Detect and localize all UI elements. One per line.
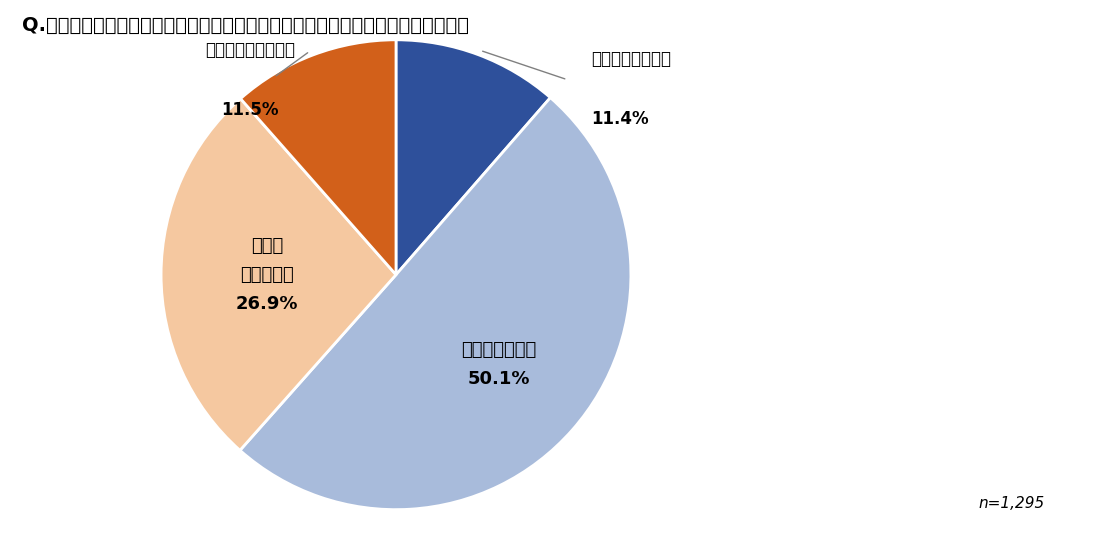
Text: あまり
関心がない
26.9%: あまり 関心がない 26.9% [235,237,298,313]
Wedge shape [161,98,396,450]
Text: やや関心がある
50.1%: やや関心がある 50.1% [461,341,536,388]
Text: まったく関心がない: まったく関心がない [206,41,296,59]
Wedge shape [241,40,396,275]
Wedge shape [240,98,631,510]
Text: 11.4%: 11.4% [591,110,649,128]
Text: n=1,295: n=1,295 [979,496,1045,511]
Text: 11.5%: 11.5% [221,101,279,119]
Wedge shape [396,40,550,275]
Text: とても関心がある: とても関心がある [591,50,671,68]
Text: Q.あなたは、各企業のサーキュラーエコノミーへの取り組みに関心がありますか？: Q.あなたは、各企業のサーキュラーエコノミーへの取り組みに関心がありますか？ [22,16,469,35]
